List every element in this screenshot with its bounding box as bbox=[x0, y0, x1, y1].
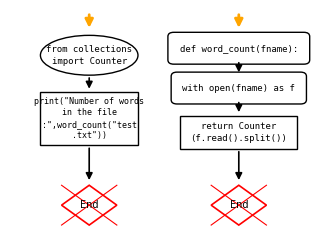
Text: End: End bbox=[80, 200, 98, 210]
Text: print("Number of words
in the file
:",word_count("test
.txt")): print("Number of words in the file :",wo… bbox=[34, 97, 144, 140]
Bar bbox=[40, 91, 138, 146]
Text: with open(fname) as f: with open(fname) as f bbox=[182, 84, 295, 93]
Ellipse shape bbox=[40, 35, 138, 75]
Text: return Counter
(f.read().split()): return Counter (f.read().split()) bbox=[191, 122, 287, 143]
Bar bbox=[180, 116, 297, 149]
FancyBboxPatch shape bbox=[171, 72, 306, 104]
Text: End: End bbox=[230, 200, 248, 210]
FancyBboxPatch shape bbox=[168, 32, 310, 64]
Polygon shape bbox=[211, 185, 266, 225]
Polygon shape bbox=[62, 185, 117, 225]
Text: def word_count(fname):: def word_count(fname): bbox=[180, 44, 298, 53]
Text: from collections
import Counter: from collections import Counter bbox=[46, 45, 132, 66]
